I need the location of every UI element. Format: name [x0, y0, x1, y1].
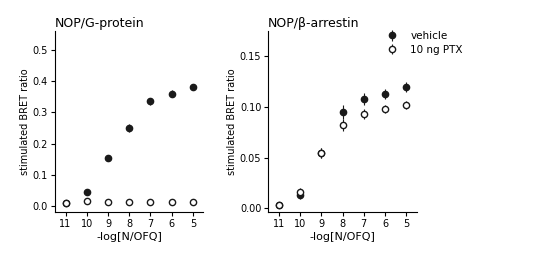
X-axis label: -log[N/OFQ]: -log[N/OFQ]	[310, 232, 376, 242]
Text: NOP/β-arrestin: NOP/β-arrestin	[268, 17, 360, 30]
Y-axis label: stimulated BRET ratio: stimulated BRET ratio	[20, 68, 30, 175]
Text: NOP/G-protein: NOP/G-protein	[55, 17, 144, 30]
Legend: vehicle, 10 ng PTX: vehicle, 10 ng PTX	[381, 31, 463, 55]
Y-axis label: stimulated BRET ratio: stimulated BRET ratio	[227, 68, 237, 175]
X-axis label: -log[N/OFQ]: -log[N/OFQ]	[96, 232, 162, 242]
